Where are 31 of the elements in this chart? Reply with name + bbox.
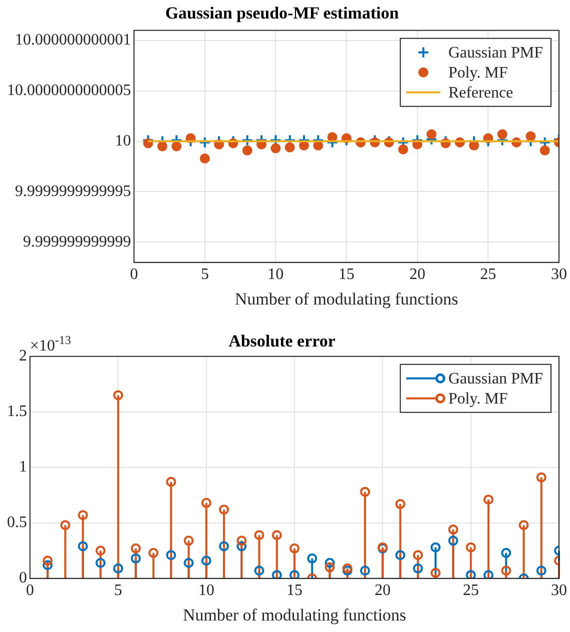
y-tick-label: 1 [19,458,27,476]
x-tick-label: 5 [200,266,209,284]
x-tick-label: 25 [480,266,496,284]
x-tick-label: 10 [198,582,214,600]
y-tick-label: 1.5 [7,403,27,420]
y-tick-label: 0.5 [7,514,27,532]
legend-label: Poly. MF [448,390,508,408]
y-tick-label: 10.000000000001 [15,32,131,49]
legend-label: Reference [448,84,514,102]
y-tick-label: 10 [115,132,131,150]
legend-label: Poly. MF [448,64,508,82]
x-tick-label: 30 [551,582,567,600]
y-tick-label: 2 [19,348,27,365]
x-tick-label: 15 [286,582,302,600]
x-tick-label: 10 [268,266,284,284]
chart-title: Gaussian pseudo-MF estimation [165,4,400,23]
x-axis-title: Number of modulating functions [234,289,458,308]
chart-title: Absolute error [228,332,336,351]
x-tick-label: 25 [462,582,479,600]
x-axis-title: Number of modulating functions [182,605,406,624]
y-tick-label: 10.0000000000005 [7,82,131,100]
x-tick-label: 30 [551,266,567,284]
x-tick-label: 20 [409,266,426,284]
x-tick-label: 20 [374,582,391,600]
y-tick-label: 0 [19,570,27,587]
legend-label: Gaussian PMF [448,370,544,388]
legend-label: Gaussian PMF [448,44,544,62]
x-tick-label: 5 [114,582,122,600]
y-tick-label: 9.999999999999 [23,233,131,250]
x-tick-label: 15 [338,266,354,284]
y-tick-label: 9.9999999999995 [15,182,131,200]
